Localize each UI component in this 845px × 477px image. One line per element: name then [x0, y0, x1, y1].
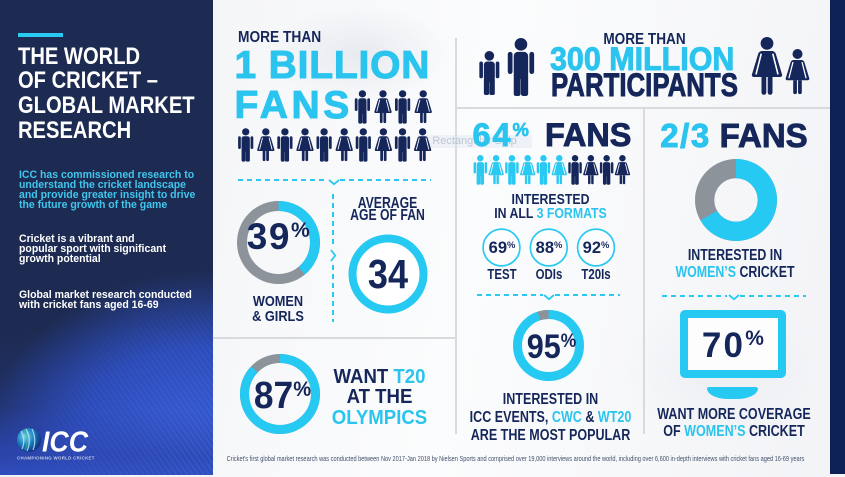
svg-text:CHAMPIONING WORLD CRICKET: CHAMPIONING WORLD CRICKET	[17, 456, 95, 461]
svg-text:ICC: ICC	[42, 426, 89, 458]
